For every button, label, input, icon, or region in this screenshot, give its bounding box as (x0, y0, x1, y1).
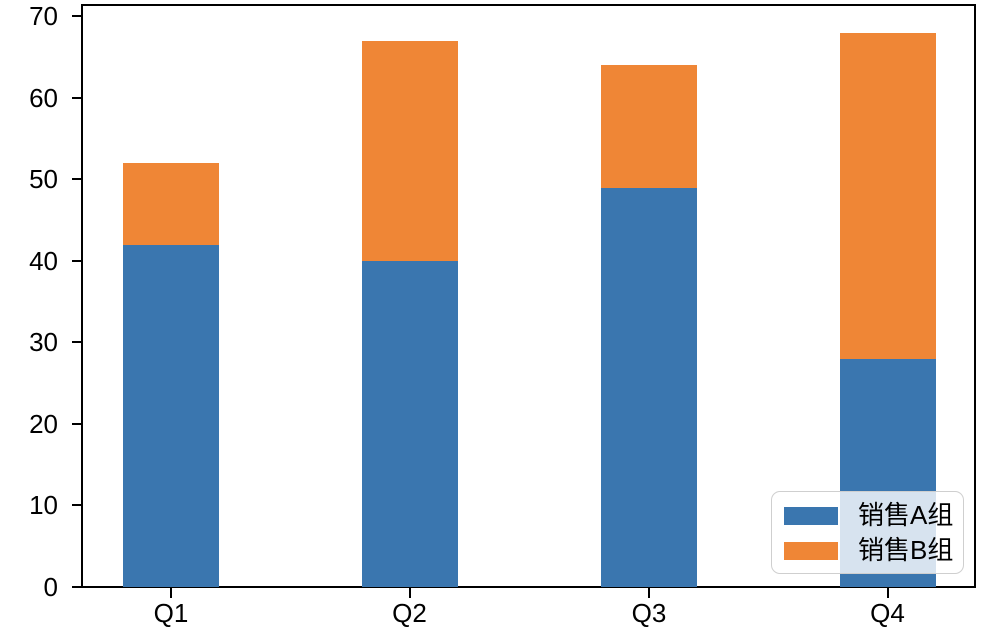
y-tick-label: 40 (29, 245, 58, 276)
bar-segment-Q1 (123, 163, 219, 245)
x-tick-label: Q4 (870, 598, 905, 628)
bar-segment-Q3 (601, 65, 697, 188)
y-tick (72, 96, 82, 99)
y-tick-label: 70 (29, 1, 58, 32)
bar-segment-Q2 (361, 40, 458, 261)
y-tick-label: 10 (29, 490, 58, 521)
y-tick (72, 341, 82, 344)
y-tick (72, 15, 82, 18)
bar-segment-Q1 (123, 244, 219, 587)
legend-label: 销售A组 (858, 500, 954, 530)
y-tick (72, 586, 82, 588)
x-tick-label: Q1 (153, 598, 189, 628)
bar-segment-Q4 (839, 32, 936, 359)
legend-swatch (784, 541, 838, 560)
y-tick-label: 30 (29, 327, 58, 358)
y-tick (72, 259, 82, 262)
y-tick (72, 178, 82, 181)
bar-segment-Q3 (601, 187, 697, 587)
x-tick (170, 588, 172, 598)
x-tick-label: Q3 (631, 598, 667, 628)
legend-swatch (784, 506, 838, 525)
x-tick-label: Q2 (392, 598, 427, 628)
y-tick-label: 0 (43, 572, 58, 602)
y-tick-label: 60 (29, 82, 58, 113)
bar-segment-Q2 (361, 260, 458, 587)
legend: 销售A组销售B组 (771, 491, 964, 574)
x-tick (648, 588, 650, 598)
plot-area (81, 4, 976, 588)
y-tick (72, 422, 82, 425)
y-tick-label: 50 (29, 164, 58, 195)
x-tick (886, 588, 889, 598)
legend-row: 销售A组 (784, 498, 963, 533)
x-tick (408, 588, 411, 598)
legend-row: 销售B组 (784, 533, 963, 568)
y-tick-label: 20 (29, 408, 58, 439)
legend-label: 销售B组 (858, 535, 954, 565)
y-tick (72, 504, 82, 507)
